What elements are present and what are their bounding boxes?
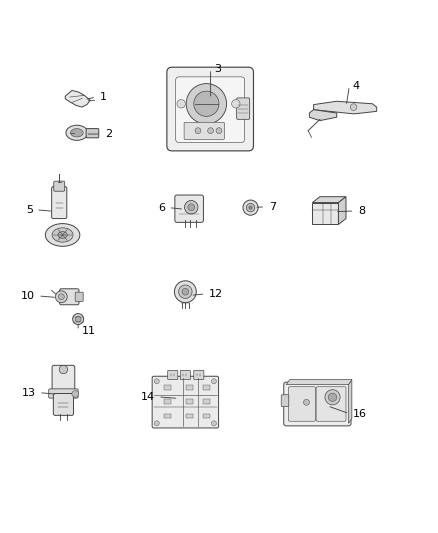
Bar [312,203,339,224]
FancyBboxPatch shape [52,365,75,395]
Circle shape [195,128,201,134]
Ellipse shape [58,232,67,238]
Text: 1: 1 [99,92,106,102]
FancyBboxPatch shape [54,181,65,191]
FancyBboxPatch shape [52,187,67,219]
Circle shape [72,391,78,397]
Text: 8: 8 [358,206,365,216]
Bar [203,399,210,403]
Text: 13: 13 [21,387,35,398]
Ellipse shape [52,228,73,242]
Bar [186,414,193,418]
Polygon shape [65,91,90,107]
Bar [164,414,171,418]
Ellipse shape [46,224,80,246]
FancyBboxPatch shape [49,389,78,398]
FancyBboxPatch shape [75,292,83,301]
FancyBboxPatch shape [152,376,219,428]
Circle shape [73,313,84,325]
Text: 6: 6 [158,203,165,213]
FancyBboxPatch shape [168,370,178,379]
Ellipse shape [66,125,88,140]
Circle shape [208,128,214,134]
FancyBboxPatch shape [194,370,204,379]
FancyBboxPatch shape [284,382,351,426]
Circle shape [194,91,219,116]
Circle shape [174,281,196,303]
FancyBboxPatch shape [281,395,289,407]
Polygon shape [312,197,346,203]
Bar [203,385,210,390]
Circle shape [212,421,216,426]
FancyBboxPatch shape [175,195,203,222]
Circle shape [56,291,67,303]
FancyBboxPatch shape [60,289,79,305]
Circle shape [304,399,309,405]
Text: 3: 3 [214,64,221,74]
Ellipse shape [71,128,83,137]
Circle shape [58,294,64,300]
FancyBboxPatch shape [86,128,99,138]
Circle shape [75,316,81,322]
Text: 4: 4 [353,80,360,91]
Circle shape [212,379,216,384]
Bar [186,385,193,390]
Bar [164,385,171,390]
Circle shape [350,104,357,110]
FancyBboxPatch shape [176,77,245,142]
Circle shape [182,288,189,295]
Circle shape [154,421,159,426]
Circle shape [186,84,226,124]
Bar [203,414,210,418]
Text: 2: 2 [105,129,112,139]
Circle shape [184,200,198,214]
Circle shape [249,206,252,209]
FancyBboxPatch shape [180,370,191,379]
Circle shape [188,204,194,211]
Circle shape [179,285,192,298]
Polygon shape [349,379,352,423]
Polygon shape [309,110,337,120]
Text: 14: 14 [141,392,155,402]
FancyBboxPatch shape [184,122,224,140]
Polygon shape [314,101,377,114]
Bar [164,399,171,403]
Text: 11: 11 [81,326,95,336]
Circle shape [154,379,159,384]
Circle shape [328,393,337,401]
Text: 7: 7 [268,202,276,212]
FancyBboxPatch shape [53,393,74,415]
Bar [186,399,193,403]
FancyBboxPatch shape [167,67,254,151]
Circle shape [59,365,67,374]
Text: 10: 10 [21,291,35,301]
FancyBboxPatch shape [316,387,346,421]
Polygon shape [286,379,352,385]
FancyBboxPatch shape [288,387,315,421]
Text: 5: 5 [26,205,33,215]
Circle shape [177,100,185,108]
FancyBboxPatch shape [237,98,250,119]
Circle shape [243,200,258,215]
Text: 12: 12 [209,289,223,299]
Circle shape [246,204,255,212]
Circle shape [325,390,340,405]
Polygon shape [339,197,346,224]
Text: 16: 16 [353,409,367,418]
Circle shape [232,100,240,108]
Circle shape [216,128,222,134]
